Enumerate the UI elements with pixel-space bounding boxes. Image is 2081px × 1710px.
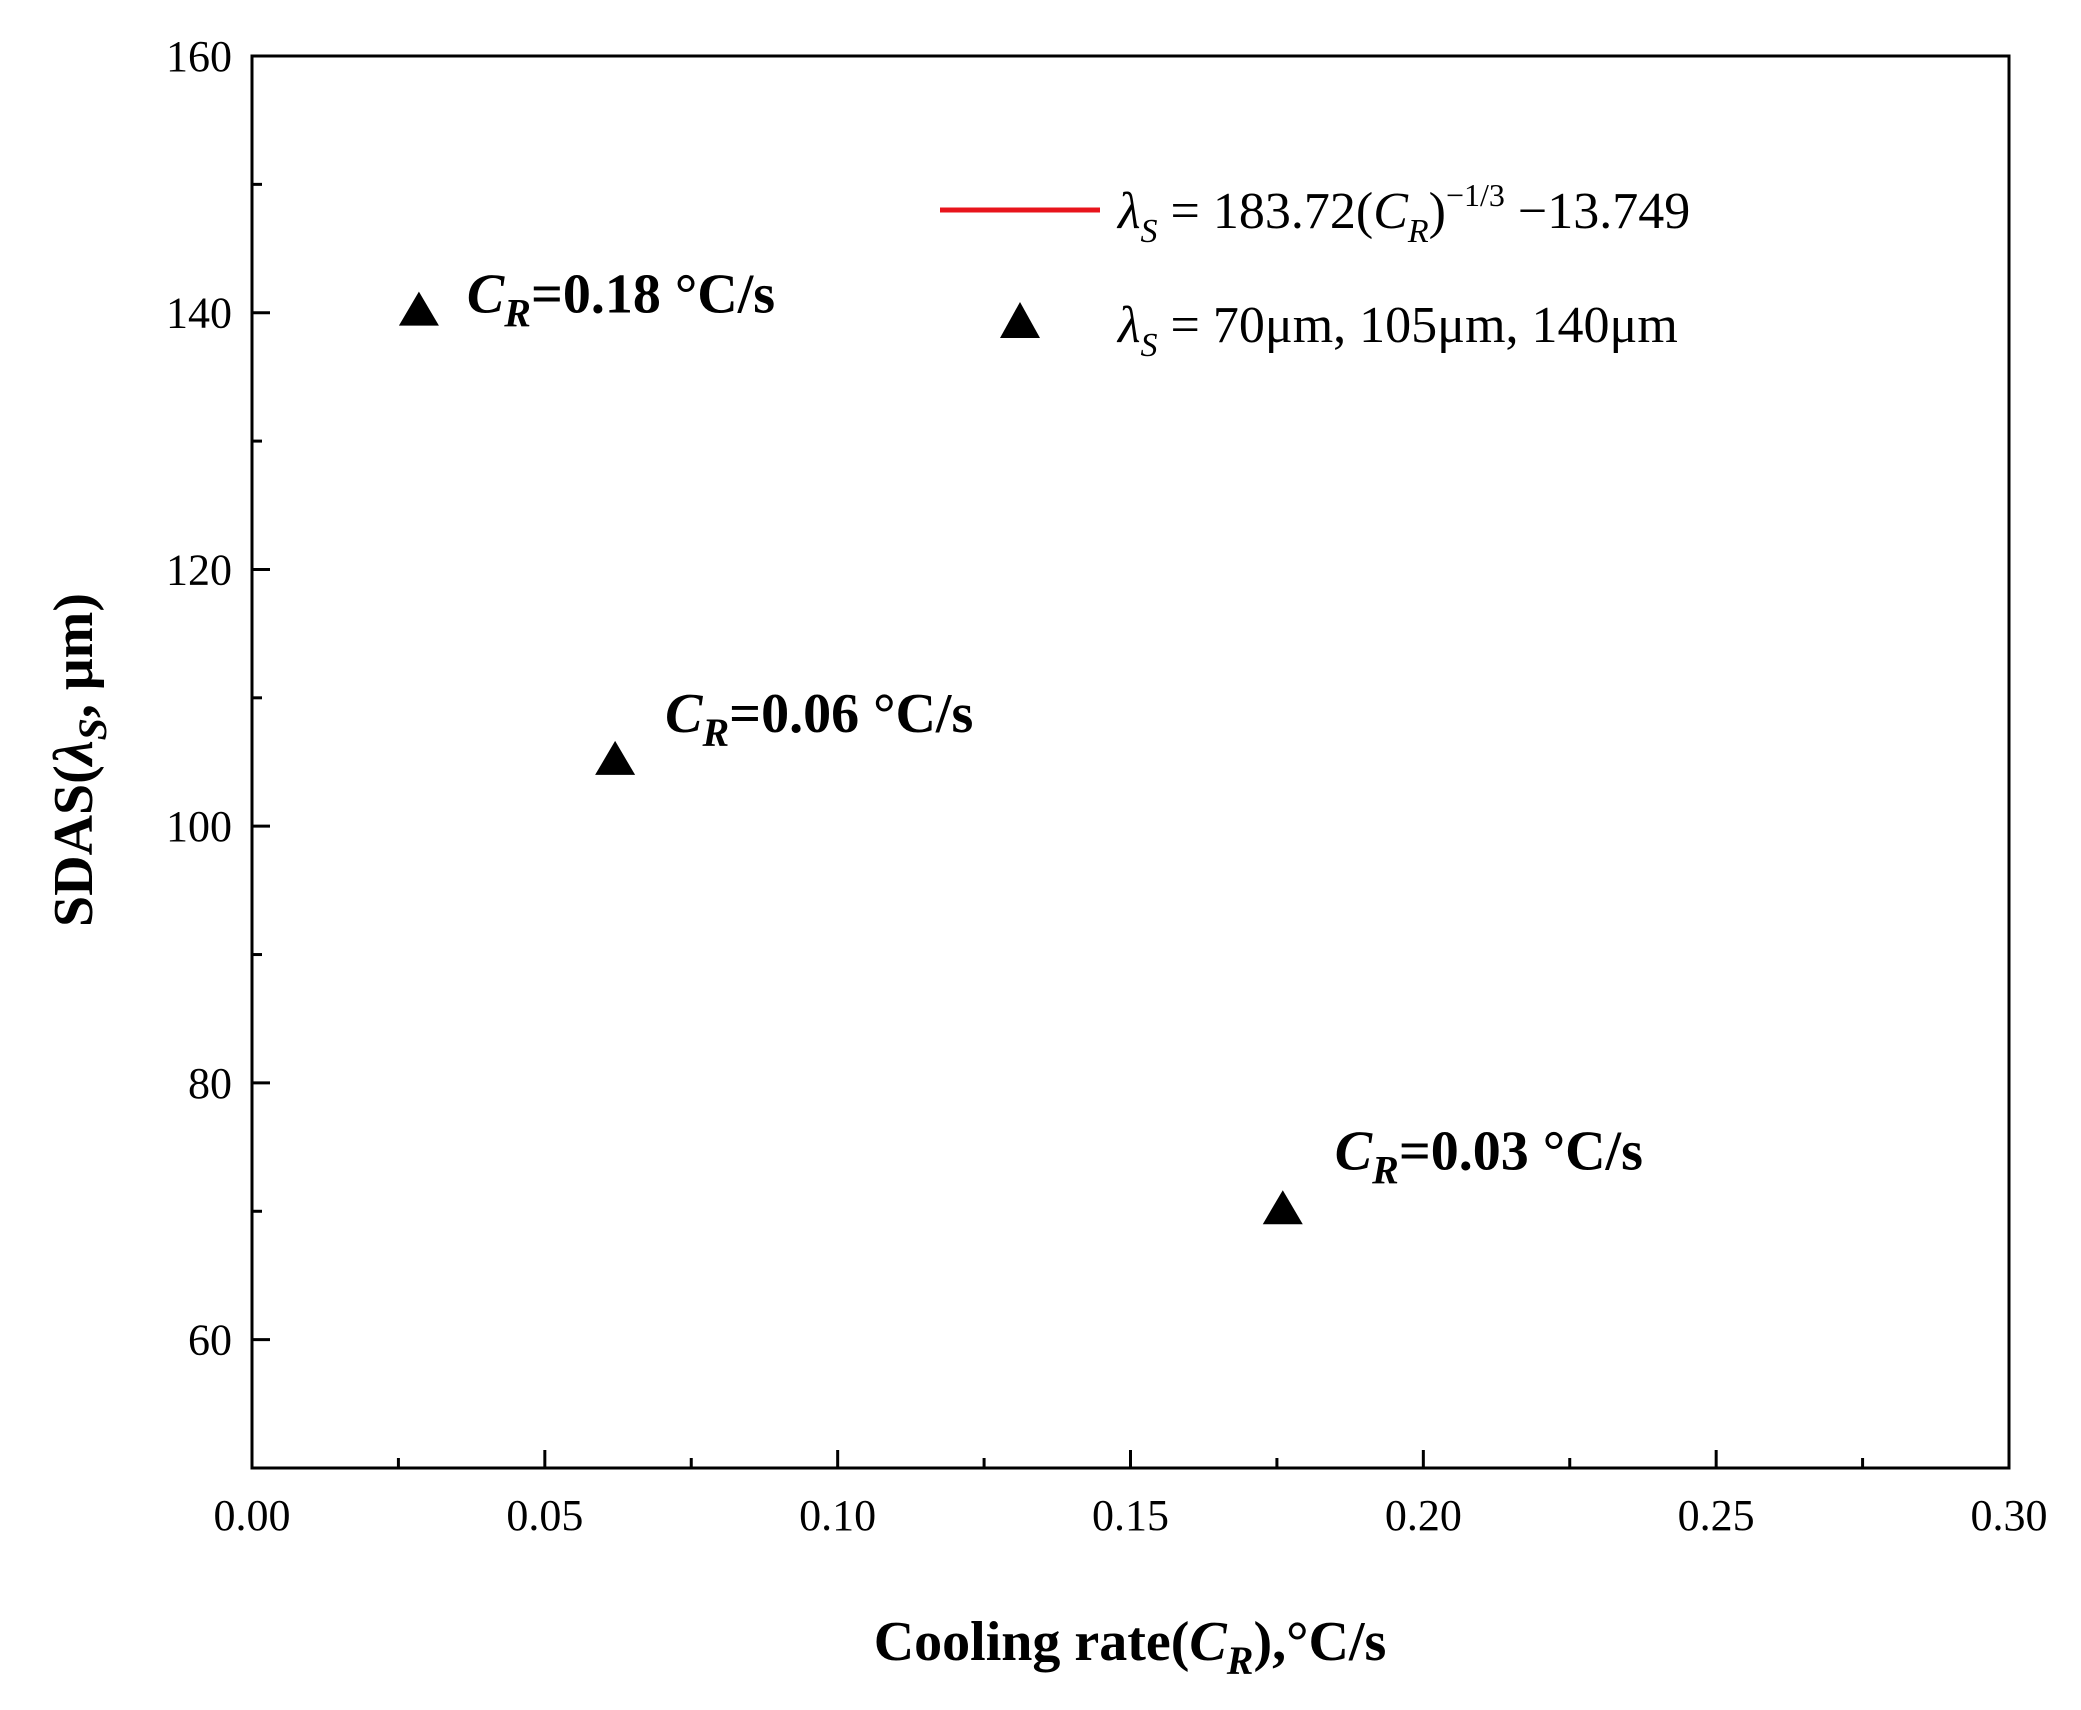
y-tick-label: 120: [166, 545, 232, 594]
x-axis-tick-labels: 0.00 0.05 0.10 0.15 0.20 0.25 0.30: [214, 1491, 2048, 1540]
annotation-cr-006: CR=0.06 °C/s: [665, 683, 973, 755]
legend-entry-fit: λS = 183.72(CR)−1/3 −13.749: [1116, 177, 1690, 250]
y-axis-tick-labels: 60 80 100 120 140 160: [166, 32, 232, 1365]
triangle-marker: [595, 740, 636, 775]
y-axis-ticks: [252, 54, 270, 1470]
triangle-marker: [398, 291, 439, 326]
annotation-cr-003: CR=0.03 °C/s: [1335, 1120, 1643, 1192]
annotation-cr-018: CR=0.18 °C/s: [467, 264, 775, 336]
point-annotations: CR=0.18 °C/s CR=0.06 °C/s CR=0.03 °C/s: [467, 264, 1643, 1193]
x-tick-label: 0.05: [506, 1491, 583, 1540]
data-markers: [398, 291, 1303, 1225]
triangle-marker: [1262, 1190, 1303, 1225]
y-tick-label: 140: [166, 289, 232, 338]
y-tick-label: 160: [166, 32, 232, 81]
x-tick-label: 0.15: [1092, 1491, 1169, 1540]
y-tick-label: 100: [166, 802, 232, 851]
x-axis-ticks: [250, 1450, 2011, 1468]
x-tick-label: 0.00: [214, 1491, 291, 1540]
plot-frame: [250, 54, 2011, 1470]
y-axis-title: SDAS(λS, μm): [43, 593, 115, 927]
legend-triangle-marker: [1000, 302, 1040, 338]
y-tick-label: 60: [188, 1316, 232, 1365]
y-tick-label: 80: [188, 1059, 232, 1108]
x-axis-title: Cooling rate(CR),°C/s: [874, 1611, 1387, 1683]
x-tick-label: 0.20: [1385, 1491, 1462, 1540]
legend: λS = 183.72(CR)−1/3 −13.749 λS = 70μm, 1…: [940, 177, 1690, 364]
x-tick-label: 0.25: [1678, 1491, 1755, 1540]
legend-entry-measured: λS = 70μm, 105μm, 140μm: [1116, 297, 1678, 364]
x-tick-label: 0.10: [799, 1491, 876, 1540]
x-tick-label: 0.30: [1971, 1491, 2048, 1540]
